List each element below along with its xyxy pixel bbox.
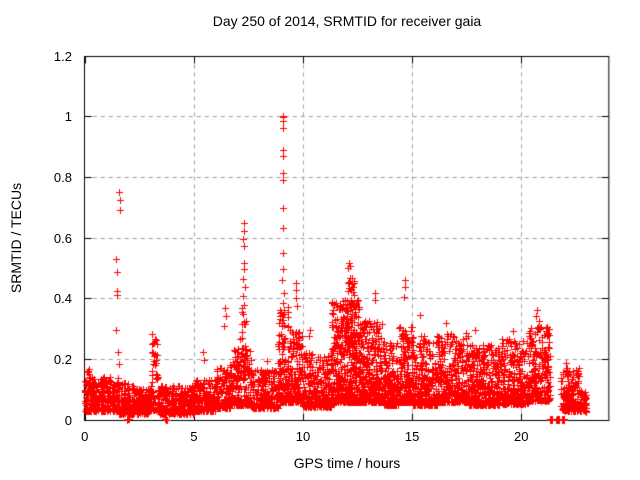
x-tick-label: 15 xyxy=(404,429,420,444)
x-tick-label: 0 xyxy=(81,429,89,444)
x-tick-label: 20 xyxy=(514,429,529,444)
y-tick-label: 0.4 xyxy=(53,291,72,307)
y-tick-label: 1 xyxy=(64,109,72,125)
y-tick-label: 0.6 xyxy=(53,230,72,246)
x-tick-label: 5 xyxy=(190,429,198,444)
x-axis-label: GPS time / hours xyxy=(293,455,401,471)
y-tick-label: 0 xyxy=(64,412,72,428)
y-tick-label: 0.2 xyxy=(53,351,72,367)
y-tick-label: 0.8 xyxy=(53,169,72,185)
chart-title: Day 250 of 2014, SRMTID for receiver gai… xyxy=(212,13,482,29)
y-tick-label: 1.2 xyxy=(53,48,72,64)
x-tick-label: 10 xyxy=(295,429,311,444)
